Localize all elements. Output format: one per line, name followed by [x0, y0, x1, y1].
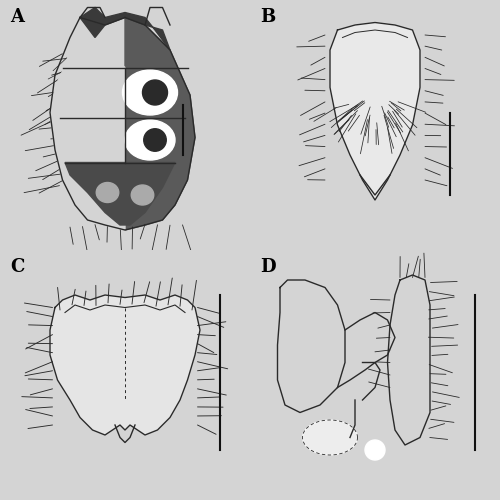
Polygon shape	[65, 162, 175, 225]
Text: D: D	[260, 258, 276, 276]
Ellipse shape	[125, 120, 175, 160]
Polygon shape	[330, 22, 420, 200]
Ellipse shape	[142, 80, 168, 105]
Polygon shape	[50, 42, 125, 230]
Text: C: C	[10, 258, 24, 276]
Text: A: A	[10, 8, 24, 26]
Ellipse shape	[96, 182, 119, 203]
Circle shape	[365, 440, 385, 460]
Ellipse shape	[144, 128, 166, 151]
Text: B: B	[260, 8, 275, 26]
Polygon shape	[50, 295, 200, 435]
Polygon shape	[125, 18, 195, 230]
Polygon shape	[80, 8, 170, 50]
Ellipse shape	[302, 420, 358, 455]
Ellipse shape	[122, 70, 178, 115]
Ellipse shape	[131, 185, 154, 205]
